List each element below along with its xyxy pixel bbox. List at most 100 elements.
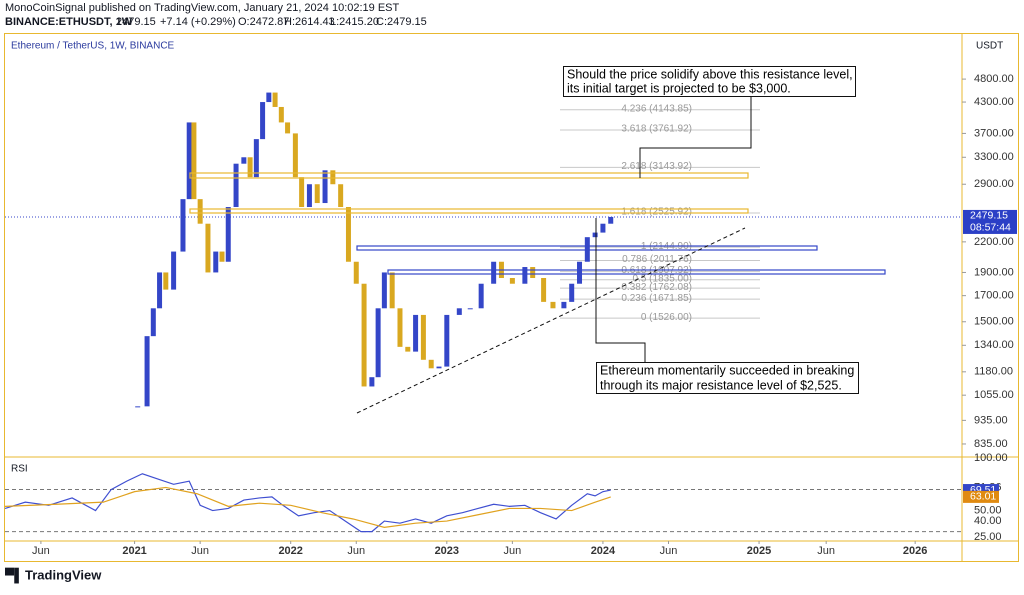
candle — [205, 223, 211, 273]
logo-text: TradingView — [25, 567, 102, 582]
x-tick-label: 2022 — [278, 545, 302, 557]
x-tick-label: Jun — [817, 545, 835, 557]
candle — [278, 106, 284, 123]
candle — [253, 139, 259, 178]
y-tick-label: 1180.00 — [974, 366, 1013, 378]
candle — [561, 301, 567, 309]
candle — [150, 308, 156, 337]
support-zone — [356, 245, 818, 251]
candle — [577, 261, 583, 284]
candle — [456, 308, 462, 315]
candle — [292, 133, 298, 178]
y-tick-label: 3700.00 — [974, 127, 1014, 139]
high: H:2614.43 — [284, 16, 335, 28]
fib-label: 0.786 (2011.76) — [622, 254, 692, 265]
candle — [197, 199, 203, 224]
candle — [285, 122, 291, 134]
fib-label: 1.618 (2525.92) — [621, 207, 692, 218]
candle — [299, 177, 305, 208]
y-tick-label: 835.00 — [974, 438, 1008, 450]
candle — [144, 336, 150, 407]
annotation-text: Ethereum momentarily succeeded in breaki… — [600, 363, 854, 377]
currency: USDT — [976, 41, 1003, 52]
x-tick-label: 2025 — [747, 545, 771, 557]
candle — [247, 157, 253, 178]
value-tag — [963, 490, 999, 503]
candle — [444, 314, 450, 367]
x-tick-label: Jun — [504, 545, 522, 557]
annotation-box — [563, 66, 856, 97]
change: +7.14 (+0.29%) — [160, 16, 236, 28]
series-line — [5, 486, 611, 528]
candle — [338, 184, 344, 208]
resistance-zone — [189, 208, 749, 214]
candle — [361, 283, 367, 387]
candle — [322, 170, 328, 204]
candle — [219, 251, 225, 262]
fib-label: 2.618 (3143.92) — [621, 161, 692, 172]
y-tick-label: 1340.00 — [974, 339, 1014, 351]
rsi-title: RSI — [11, 464, 28, 475]
y-tick-label: 1500.00 — [974, 316, 1014, 328]
rsi-pane — [5, 473, 962, 533]
logo-icon: ▀▌ — [5, 567, 23, 583]
x-tick-label: Jun — [660, 545, 678, 557]
candle — [397, 308, 403, 347]
trendline — [356, 227, 746, 414]
candle — [600, 223, 606, 233]
fib-label: 0 (1526.00) — [641, 312, 692, 323]
y-tick-label: 2200.00 — [974, 236, 1014, 248]
candle — [522, 267, 528, 284]
candle — [569, 283, 575, 302]
x-tick-label: 2024 — [591, 545, 616, 557]
x-tick-label: 2026 — [903, 545, 927, 557]
candle — [266, 92, 272, 103]
candle — [550, 301, 556, 309]
resistance-zone — [189, 172, 749, 179]
countdown: 08:57:44 — [970, 222, 1011, 234]
candle — [369, 377, 375, 387]
candle — [260, 102, 266, 140]
candle — [436, 366, 442, 369]
price-tag — [963, 209, 1017, 234]
candle — [157, 272, 163, 309]
candle — [180, 199, 186, 252]
y-tick-label: 2900.00 — [974, 178, 1014, 190]
candle — [530, 267, 536, 279]
frame — [4, 33, 1019, 562]
candle — [233, 163, 239, 208]
candle — [389, 272, 395, 309]
candle — [375, 308, 381, 378]
candle — [608, 216, 614, 224]
fib-label: 0.382 (1762.08) — [621, 282, 692, 293]
drawings: Should the price solidify above this res… — [189, 66, 886, 414]
candle — [135, 406, 141, 408]
x-tick-label: 2021 — [122, 545, 146, 557]
symbol: BINANCE:ETHUSDT, 1W — [5, 16, 133, 28]
annotation-box — [596, 362, 859, 394]
low: L:2415.20 — [330, 16, 379, 28]
fib-label: 4.236 (4143.85) — [621, 103, 692, 114]
candle — [592, 232, 598, 238]
fib-label: 0.5 (1835.00) — [633, 273, 693, 284]
candle — [413, 314, 419, 352]
close: C:2479.15 — [376, 16, 427, 28]
y-tick-label: 25.00 — [974, 531, 1002, 543]
callout-line — [595, 218, 646, 362]
support-zone — [387, 269, 886, 275]
y-tick-label: 4300.00 — [974, 96, 1014, 108]
chart-title: Ethereum / TetherUS, 1W, BINANCE — [11, 41, 175, 52]
fib-label: 0.618 (1907.92) — [621, 265, 692, 276]
annotation-text: through its major resistance level of $2… — [600, 378, 842, 392]
ohlc-line: BINANCE:ETHUSDT, 1W 2479.15 +7.14 (+0.29… — [5, 16, 427, 28]
x-tick-label: Jun — [191, 545, 209, 557]
annotation-text: Should the price solidify above this res… — [567, 67, 853, 81]
y-tick-label: 3300.00 — [974, 151, 1014, 163]
y-tick-label: 100.00 — [974, 452, 1008, 464]
y-tick-label: 1900.00 — [974, 266, 1014, 278]
fib-label: 0.236 (1671.85) — [621, 293, 692, 304]
candle — [191, 122, 197, 200]
candle — [509, 278, 515, 284]
candle — [225, 207, 231, 262]
candle — [241, 157, 247, 164]
